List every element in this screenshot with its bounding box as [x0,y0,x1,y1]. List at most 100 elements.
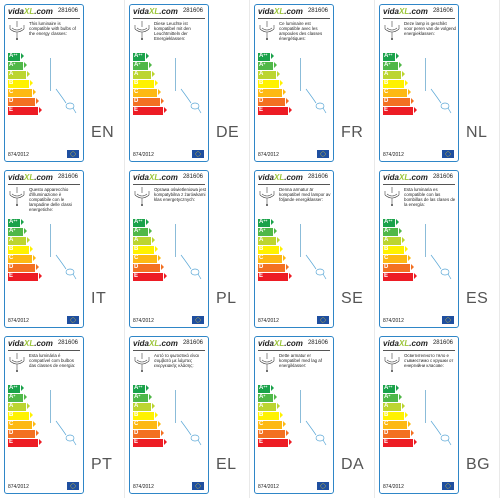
energy-class-bar: B [258,79,283,88]
energy-class-bar: A+ [8,393,27,402]
header-divider [8,350,80,351]
energy-class-letter: A [384,393,389,400]
header-divider [383,184,455,185]
bulb-icon [305,254,327,280]
brand-tld: .com [409,339,428,348]
energy-class-letter: C [259,88,264,95]
compatibility-text: Diese Leuchte ist kompatibel mit den Leu… [154,21,191,41]
class-range-bracket [425,58,431,91]
eu-flag-icon [192,316,204,324]
energy-class-plus: + [13,61,16,66]
language-code: EN [91,124,115,141]
energy-class-bar: E [8,272,42,281]
energy-class-plus: + [263,227,266,232]
energy-class-bar: A++ [8,385,24,393]
energy-class-letter: B [134,245,139,252]
energy-class-letter: E [9,106,14,113]
energy-class-bar: A [133,402,155,411]
brand-suffix: XL [274,173,285,182]
class-range-bracket [175,224,181,257]
brand-logo: vidaXL.com [133,339,178,348]
class-range-bracket [300,390,306,423]
energy-class-letter: B [384,411,389,418]
header-divider [133,18,205,19]
eu-flag-icon [317,316,329,324]
energy-class-letter: A [134,61,139,68]
compatibility-text: Dette armatur er kompatibel med lag af e… [279,353,322,368]
model-number: 281606 [182,340,203,346]
energy-class-bar: A+ [258,227,277,236]
energy-class-letter: B [259,79,264,86]
energy-class-bar: A++ [258,385,274,393]
energy-class-bar: A+ [8,227,27,236]
energy-class-letter: E [384,438,389,445]
energy-class-bar: A+ [383,61,402,70]
energy-label-cell: vidaXL.com 281606 Oprawa oświetleniowa j… [125,166,250,332]
energy-class-bar: C [8,420,36,429]
energy-class-scale: A++ A+ A B C D E [258,219,298,282]
header-divider [258,184,330,185]
energy-label-card: vidaXL.com 281606 Ce luminaire est compa… [254,4,334,162]
energy-class-letter: D [384,429,389,436]
brand-suffix: XL [399,173,410,182]
model-number: 281606 [432,8,453,14]
energy-class-plus: ++ [263,53,268,57]
compatibility-text: Esta luminária é compatível com bulbos d… [29,353,76,368]
energy-class-bar: D [8,429,39,438]
energy-label-cell: vidaXL.com 281606 Esta luminária é compa… [0,332,125,498]
energy-label-card: vidaXL.com 281606 Αυτό το φωτιστικό είνα… [129,336,209,494]
energy-label-card: vidaXL.com 281606 Questo apparecchio d'i… [4,170,84,328]
model-number: 281606 [182,174,203,180]
class-range-bracket [50,224,56,257]
energy-class-letter: A [9,53,14,59]
energy-class-letter: D [134,263,139,270]
energy-class-letter: A [259,53,264,59]
model-number: 281606 [307,174,328,180]
energy-class-letter: A [134,219,139,225]
model-number: 281606 [432,340,453,346]
energy-class-letter: A [9,402,14,409]
chandelier-icon [134,187,150,206]
energy-class-bar: A [133,236,155,245]
energy-label-card: vidaXL.com 281606 Осветителното тяло е с… [379,336,459,494]
energy-class-letter: A [9,70,14,77]
brand-tld: .com [284,339,303,348]
energy-label-cell: vidaXL.com 281606 Esta luminaria es comp… [375,166,500,332]
energy-class-scale: A++ A+ A B C D E [383,53,423,116]
language-code: DE [216,124,240,141]
energy-class-bar: C [383,88,411,97]
energy-class-plus: ++ [13,53,18,57]
energy-class-bar: A [258,402,280,411]
energy-class-bar: E [383,438,417,447]
energy-class-bar: B [383,245,408,254]
energy-class-plus: ++ [138,53,143,57]
brand-logo: vidaXL.com [258,173,303,182]
energy-class-bar: A+ [258,393,277,402]
regulation-number: 874/2012 [8,152,29,158]
language-code: PL [216,290,237,307]
energy-label-card: vidaXL.com 281606 Esta luminaria es comp… [379,170,459,328]
energy-class-bar: D [258,263,289,272]
brand-name: vida [8,339,25,348]
energy-class-bar: A [133,70,155,79]
brand-logo: vidaXL.com [258,339,303,348]
energy-class-bar: B [133,411,158,420]
energy-class-letter: D [384,97,389,104]
energy-class-letter: A [384,53,389,59]
brand-suffix: XL [149,339,160,348]
chandelier-icon [259,187,275,206]
bulb-icon [430,420,452,446]
energy-class-bar: D [8,97,39,106]
header-divider [258,350,330,351]
class-range-bracket [50,58,56,91]
energy-class-letter: D [9,263,14,270]
energy-class-letter: C [9,88,14,95]
energy-class-bar: A++ [258,53,274,61]
energy-class-bar: A+ [8,61,27,70]
energy-class-bar: C [383,420,411,429]
energy-class-bar: B [258,411,283,420]
energy-label-cell: vidaXL.com 281606 Diese Leuchte ist komp… [125,0,250,166]
energy-class-bar: B [133,245,158,254]
energy-class-letter: E [259,106,264,113]
energy-class-bar: C [8,88,36,97]
